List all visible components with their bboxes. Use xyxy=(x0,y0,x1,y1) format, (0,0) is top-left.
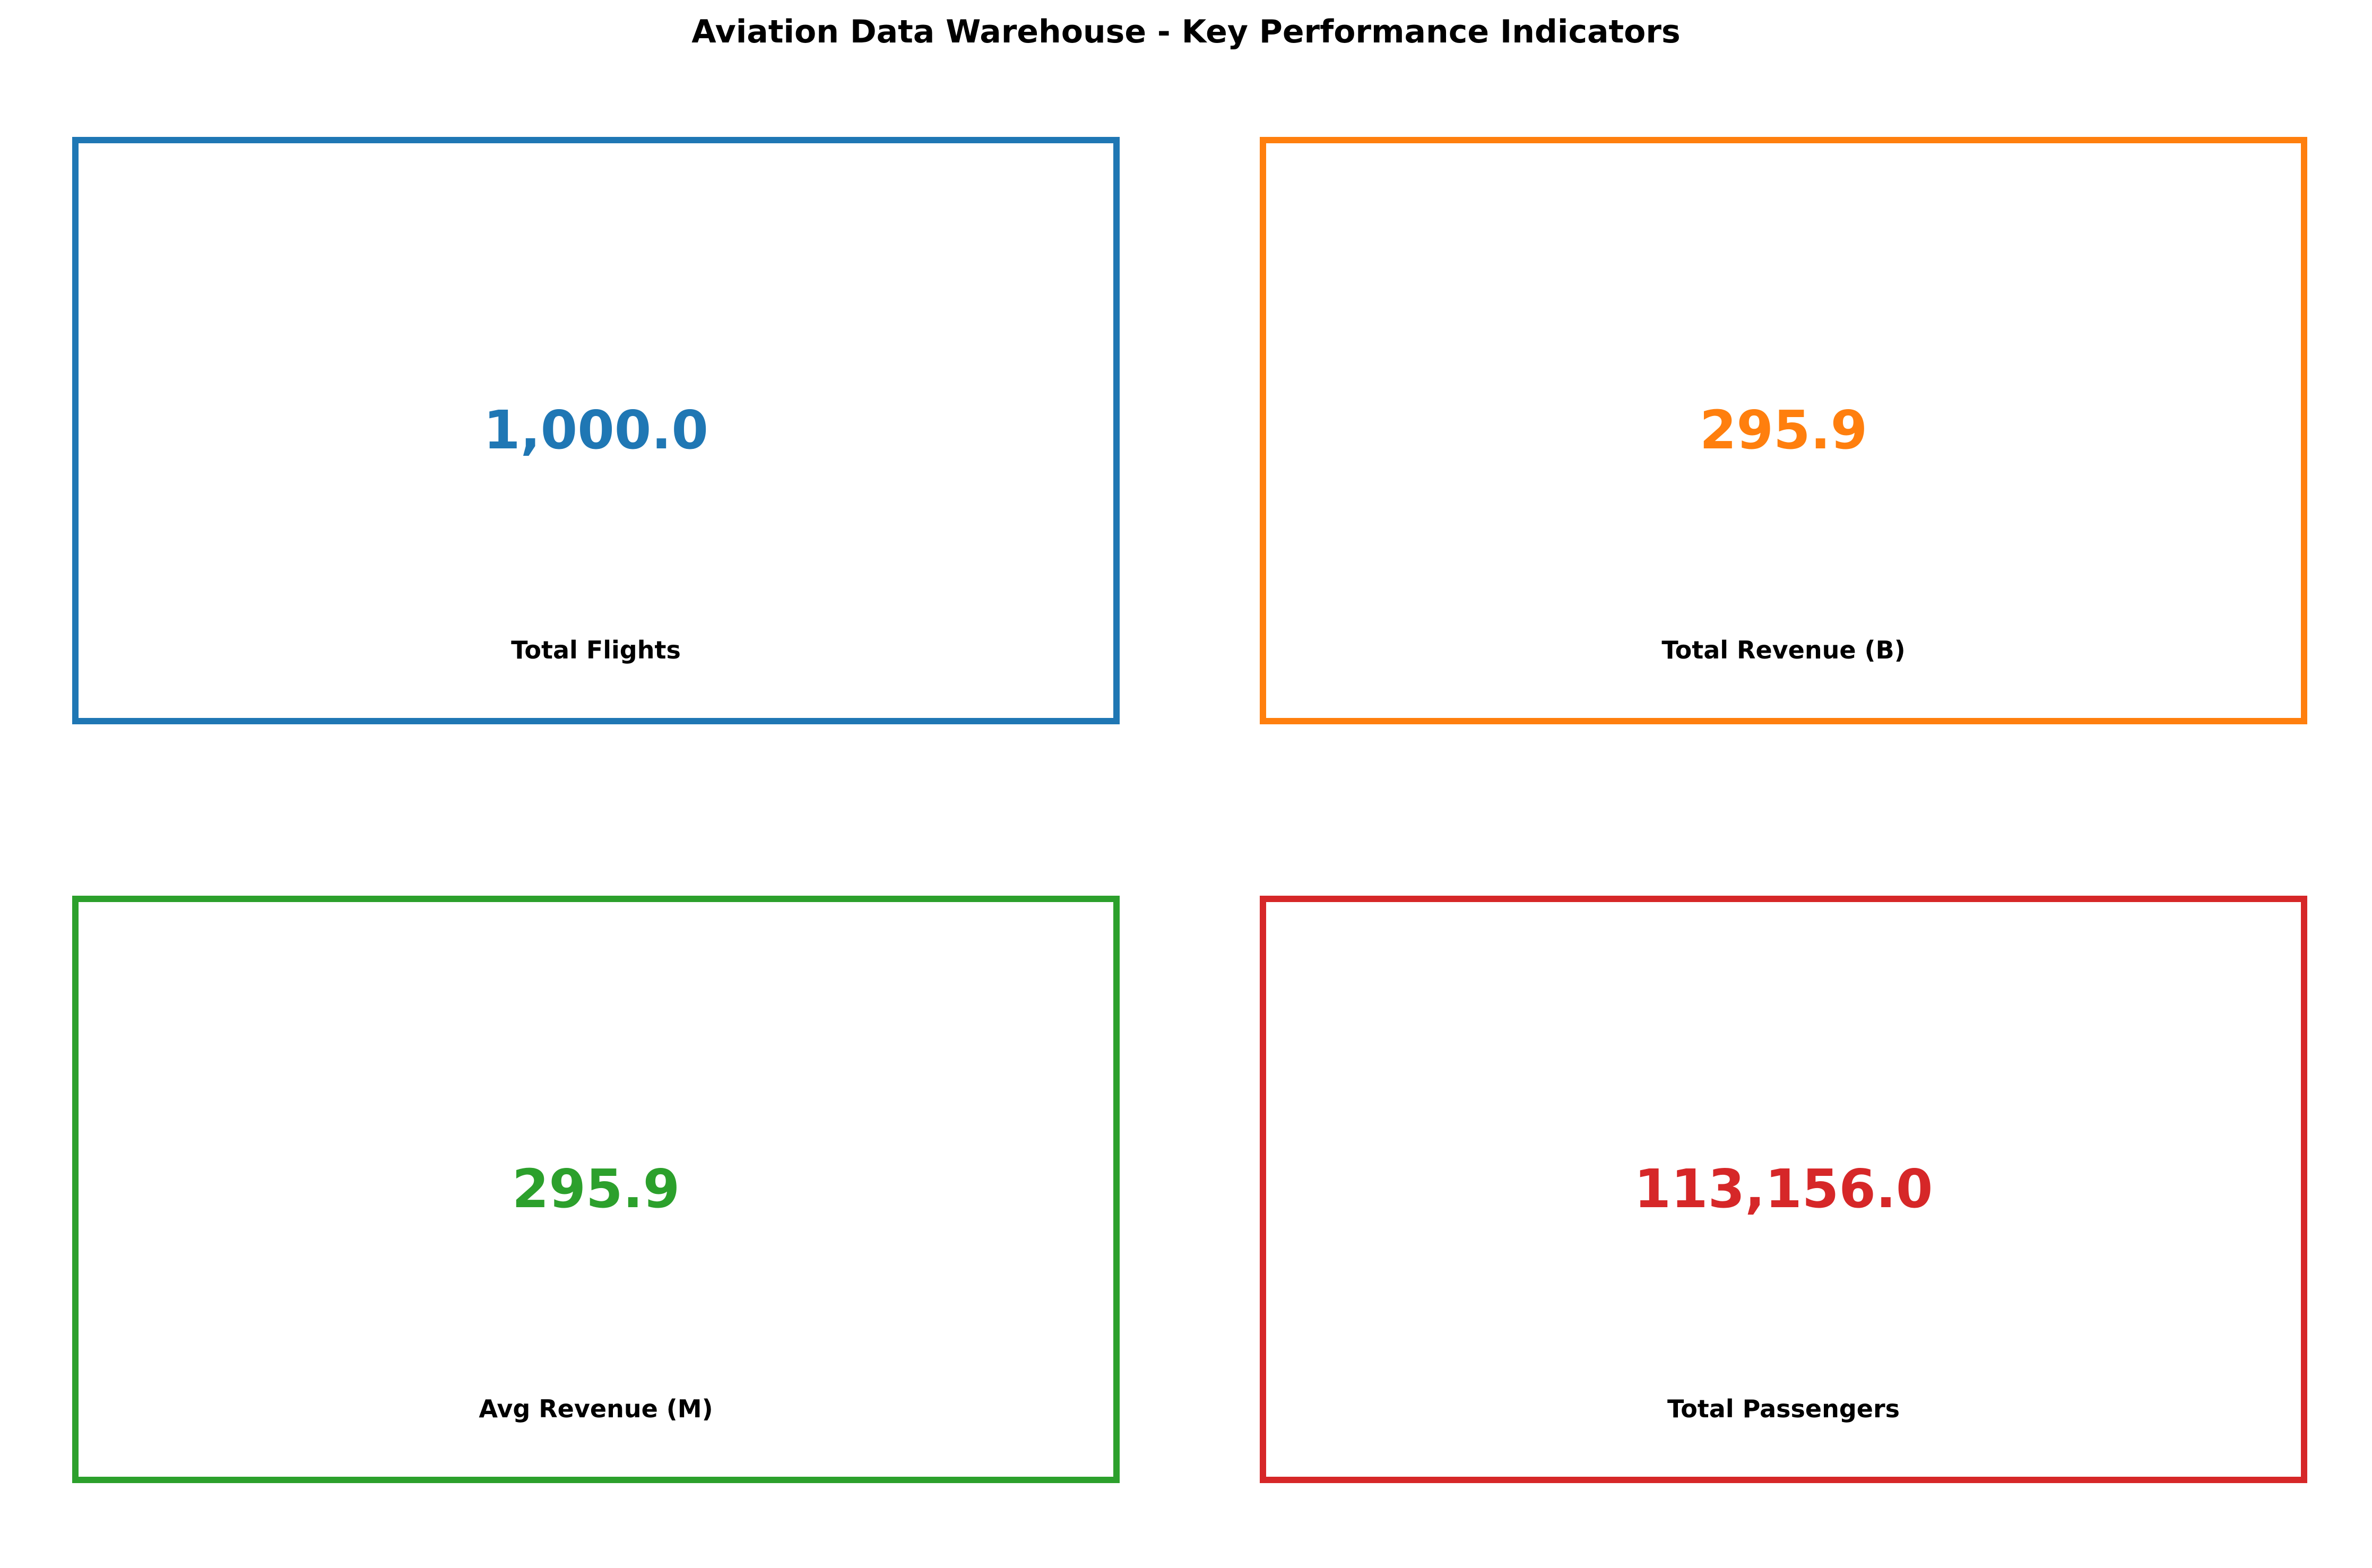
kpi-label-avg-revenue: Avg Revenue (M) xyxy=(479,1394,713,1423)
kpi-card-total-revenue: 295.9 Total Revenue (B) xyxy=(1260,137,2307,724)
chart-title: Aviation Data Warehouse - Key Performanc… xyxy=(691,13,1681,50)
kpi-card-total-passengers: 113,156.0 Total Passengers xyxy=(1260,896,2307,1483)
kpi-value-total-revenue: 295.9 xyxy=(1699,399,1868,461)
kpi-label-total-revenue: Total Revenue (B) xyxy=(1661,636,1906,664)
kpi-label-total-flights: Total Flights xyxy=(511,636,681,664)
kpi-value-avg-revenue: 295.9 xyxy=(512,1158,680,1220)
kpi-value-total-passengers: 113,156.0 xyxy=(1634,1158,1933,1220)
kpi-label-total-passengers: Total Passengers xyxy=(1667,1394,1900,1423)
kpi-card-total-flights: 1,000.0 Total Flights xyxy=(72,137,1120,724)
kpi-card-avg-revenue: 295.9 Avg Revenue (M) xyxy=(72,896,1120,1483)
kpi-value-total-flights: 1,000.0 xyxy=(483,399,708,461)
